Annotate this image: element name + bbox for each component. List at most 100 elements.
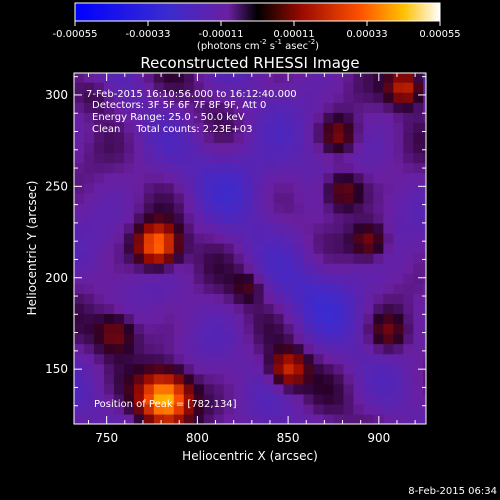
heatmap-cell xyxy=(263,232,275,244)
heatmap-cell xyxy=(113,333,125,345)
heatmap-cell xyxy=(193,343,205,355)
heatmap-cell xyxy=(123,162,135,174)
heatmap-cell xyxy=(353,373,365,385)
heatmap-cell xyxy=(163,82,175,93)
heatmap-cell xyxy=(153,263,165,274)
heatmap-cell xyxy=(423,263,426,274)
heatmap-cell xyxy=(193,393,205,405)
heatmap-cell xyxy=(333,373,345,385)
heatmap-cell xyxy=(383,373,394,385)
heatmap-cell xyxy=(313,202,325,214)
heatmap-cell xyxy=(253,142,265,154)
heatmap-cell xyxy=(273,82,285,93)
heatmap-cell xyxy=(93,202,105,214)
heatmap-cell xyxy=(423,132,426,144)
heatmap-cell xyxy=(303,383,315,395)
heatmap-cell xyxy=(313,333,325,345)
heatmap-cell xyxy=(183,353,195,365)
heatmap-cell xyxy=(413,403,424,415)
heatmap-cell xyxy=(333,222,345,234)
heatmap-cell xyxy=(253,192,265,204)
heatmap-cell xyxy=(163,373,175,385)
heatmap-cell xyxy=(283,172,295,184)
chart-title: Reconstructed RHESSI Image xyxy=(140,54,359,72)
heatmap-cell xyxy=(353,403,365,415)
heatmap-cell xyxy=(143,102,155,113)
heatmap-cell xyxy=(223,222,235,234)
heatmap-cell xyxy=(163,122,175,134)
heatmap-cell xyxy=(323,222,335,234)
heatmap-cell xyxy=(223,263,235,274)
heatmap-cell xyxy=(283,132,295,144)
heatmap-cell xyxy=(153,413,165,424)
heatmap-cell xyxy=(83,232,95,244)
heatmap-cell xyxy=(323,232,335,244)
heatmap-cell xyxy=(283,142,295,154)
heatmap-cell xyxy=(93,253,105,264)
heatmap-cell xyxy=(223,82,235,93)
heatmap-cell xyxy=(363,122,374,134)
heatmap-cell xyxy=(233,182,245,194)
heatmap-cell xyxy=(303,142,315,154)
heatmap-cell xyxy=(173,92,185,103)
heatmap-cell xyxy=(353,202,365,214)
heatmap-cell xyxy=(323,263,335,274)
heatmap-cell xyxy=(243,403,255,415)
heatmap-cell xyxy=(333,172,345,184)
heatmap-cell xyxy=(383,303,394,314)
heatmap-cell xyxy=(373,162,384,174)
heatmap-cell xyxy=(323,142,335,154)
heatmap-cell xyxy=(83,413,95,424)
heatmap-cell xyxy=(303,73,315,83)
heatmap-cell xyxy=(293,232,305,244)
heatmap-cell xyxy=(133,353,145,365)
heatmap-cell xyxy=(263,313,275,325)
heatmap-cell xyxy=(333,132,345,144)
heatmap-cell xyxy=(243,383,255,395)
y-tick-label: 200 xyxy=(45,271,68,285)
heatmap-cell xyxy=(133,92,145,103)
heatmap-cell xyxy=(293,293,305,304)
heatmap-cell xyxy=(263,393,275,405)
heatmap-cell xyxy=(203,142,215,154)
heatmap-cell xyxy=(83,293,95,304)
heatmap-cell xyxy=(93,92,105,103)
heatmap-cell xyxy=(413,132,424,144)
heatmap-cell xyxy=(243,253,255,264)
heatmap-cell xyxy=(393,293,404,304)
heatmap-cell xyxy=(93,373,105,385)
heatmap-cell xyxy=(183,363,195,375)
heatmap-cell xyxy=(323,212,335,224)
heatmap-cell xyxy=(93,172,105,184)
heatmap-cell xyxy=(203,363,215,375)
heatmap-cell xyxy=(333,142,345,154)
heatmap-cell xyxy=(223,122,235,134)
heatmap-cell xyxy=(393,373,404,385)
heatmap-cell xyxy=(83,132,95,144)
heatmap-cell xyxy=(74,273,85,284)
heatmap-cell xyxy=(203,152,215,164)
heatmap-cell xyxy=(313,353,325,365)
heatmap-cell xyxy=(383,313,394,325)
heatmap-cell xyxy=(263,172,275,184)
heatmap-cell xyxy=(273,182,285,194)
heatmap-cell xyxy=(193,283,205,294)
heatmap-cell xyxy=(393,363,404,375)
heatmap-cell xyxy=(183,212,195,224)
heatmap-cell xyxy=(74,413,85,424)
heatmap-cell xyxy=(413,273,424,284)
heatmap-cell xyxy=(343,393,355,405)
heatmap-cell xyxy=(93,263,105,274)
heatmap-cell xyxy=(273,222,285,234)
heatmap-cell xyxy=(223,92,235,103)
heatmap-cell xyxy=(143,283,155,294)
heatmap-cell xyxy=(83,122,95,134)
heatmap-cell xyxy=(393,192,404,204)
heatmap-cell xyxy=(173,102,185,113)
x-tick-label: 800 xyxy=(186,431,209,445)
heatmap-cell xyxy=(203,132,215,144)
heatmap-cell xyxy=(163,253,175,264)
heatmap-cell xyxy=(383,152,394,164)
heatmap-cell xyxy=(113,323,125,335)
heatmap-cell xyxy=(153,313,165,325)
